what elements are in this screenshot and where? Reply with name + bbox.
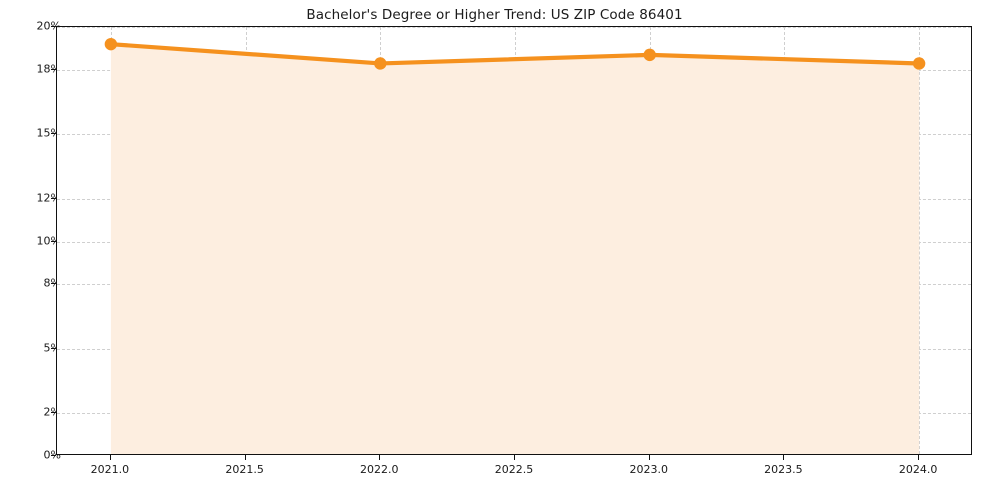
y-axis-tick	[51, 455, 56, 456]
y-axis-tick	[51, 283, 56, 285]
y-axis-tick	[51, 26, 56, 27]
x-axis-tick	[918, 455, 920, 460]
x-axis-tick-label: 2022.0	[360, 463, 399, 476]
x-axis-tick-label: 2023.5	[764, 463, 803, 476]
x-axis-tick-label: 2022.5	[494, 463, 534, 476]
y-axis-tick	[51, 412, 56, 414]
y-axis-tick-label: 8%	[43, 276, 61, 290]
x-axis-tick	[783, 455, 785, 460]
y-axis-tick-label: 5%	[43, 341, 61, 355]
x-axis-tick	[648, 455, 650, 460]
x-axis-tick	[244, 455, 246, 460]
y-axis-tick	[51, 197, 56, 199]
y-axis-tick-label: 15%	[36, 126, 61, 140]
y-axis-tick	[51, 240, 56, 242]
x-axis-tick-label: 2021.0	[90, 463, 130, 476]
x-axis-tick	[109, 455, 111, 460]
y-axis-tick-label: 12%	[36, 191, 61, 205]
y-axis-tick-label: 0%	[43, 448, 61, 462]
chart-title: Bachelor's Degree or Higher Trend: US ZI…	[306, 7, 683, 23]
y-axis-tick-label: 10%	[36, 234, 61, 247]
data-point-marker[interactable]: 2021: 19.2%	[104, 37, 118, 51]
x-axis-tick	[514, 455, 515, 460]
y-axis-tick-label: 20%	[36, 19, 61, 33]
y-axis-tick	[51, 68, 56, 70]
data-point-marker[interactable]: 2022: 18.3%	[374, 57, 387, 70]
y-axis-tick-label: 2%	[43, 405, 61, 419]
trend-line	[108, 42, 922, 66]
data-point-marker[interactable]: 2023: 18.7%	[643, 48, 656, 62]
y-axis-tick	[51, 133, 56, 135]
x-axis-tick	[379, 455, 381, 460]
plot-area: 2021: 19.2% 2022: 18.3% 2023: 18.7% 2024: 1…	[56, 26, 972, 455]
x-axis-tick-label: 2023.0	[629, 463, 668, 476]
y-axis-tick	[51, 347, 56, 349]
x-axis-tick-label: 2021.5	[225, 463, 264, 476]
data-point-marker[interactable]: 2024: 18.3%	[912, 57, 926, 70]
y-axis-tick-label: 18%	[36, 62, 61, 76]
x-axis-tick-label: 2024.0	[898, 463, 938, 476]
series-layer: 2021: 19.2% 2022: 18.3% 2023: 18.7% 2024: 1…	[104, 37, 926, 454]
area-fill	[110, 44, 920, 454]
